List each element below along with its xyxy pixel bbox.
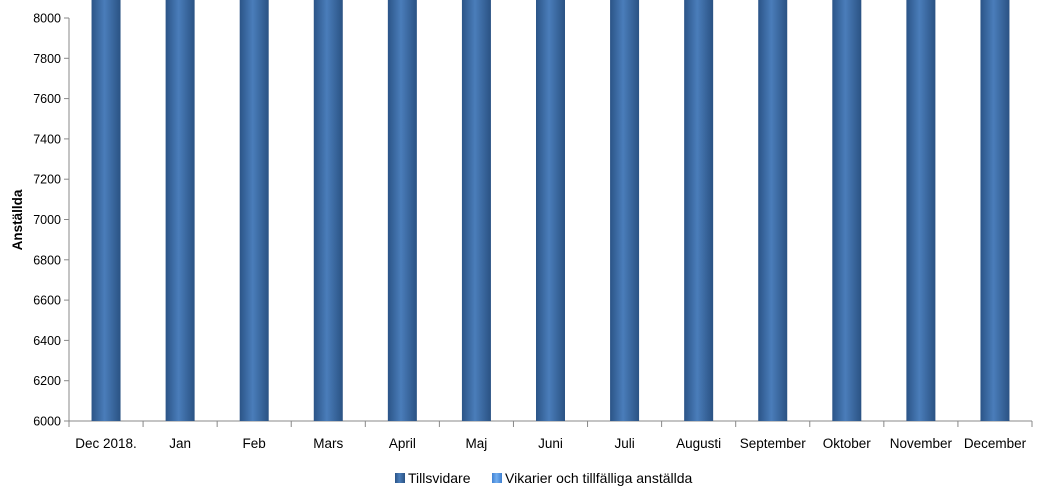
y-tick-label: 6800	[33, 253, 61, 267]
y-tick-label: 7000	[33, 213, 61, 227]
bar-segment-tillsvidare	[165, 0, 195, 421]
bar-segment-tillsvidare	[758, 0, 788, 421]
bar-segment-tillsvidare	[832, 0, 862, 421]
y-tick-label: 6600	[33, 294, 61, 308]
category-label: Maj	[466, 436, 488, 451]
category-label: Augusti	[676, 436, 721, 451]
bars	[91, 0, 1010, 422]
axes: 6000 6200 6400 6600 6800 7000 7200 7400 7600 7800…	[33, 12, 1033, 429]
y-tick-label: 7600	[33, 92, 61, 106]
legend-label: Vikarier och tillfälliga anställda	[505, 470, 692, 486]
category-label: April	[389, 436, 416, 451]
legend-label: Tillsvidare	[408, 470, 471, 486]
category-label: Dec 2018.	[75, 436, 137, 451]
y-tick-label: 7200	[33, 173, 61, 187]
data-labels: 7 236Dec 2018.+19+67 261Jan+10-77 264Feb…	[75, 436, 1027, 451]
legend-swatch	[395, 473, 405, 483]
y-tick-label: 7400	[33, 132, 61, 146]
y-tick-label: 6400	[33, 334, 61, 348]
category-label: Oktober	[823, 436, 872, 451]
legend: Tillsvidare Vikarier och tillfälliga anst…	[395, 470, 692, 486]
bar-segment-tillsvidare	[684, 0, 714, 422]
y-axis-title: Anställda	[10, 189, 25, 250]
bar-segment-tillsvidare	[239, 0, 269, 422]
bar-segment-tillsvidare	[461, 0, 491, 421]
bar-segment-tillsvidare	[980, 0, 1010, 421]
category-label: Mars	[313, 436, 343, 451]
bar-segment-tillsvidare	[536, 0, 565, 421]
bar-segment-tillsvidare	[387, 0, 417, 421]
category-label: Juli	[614, 436, 634, 451]
legend-swatch	[492, 473, 502, 483]
category-label: Jan	[169, 436, 191, 451]
y-tick-label: 6200	[33, 374, 61, 388]
y-tick-label: 8000	[33, 12, 61, 26]
category-label: Juni	[538, 436, 563, 451]
y-tick-label: 6000	[33, 415, 61, 429]
bar-segment-tillsvidare	[91, 0, 121, 422]
category-label: November	[890, 436, 953, 451]
category-label: September	[740, 436, 807, 451]
bar-segment-tillsvidare	[906, 0, 936, 422]
category-label: December	[964, 436, 1027, 451]
y-tick-label: 7800	[33, 52, 61, 66]
bar-segment-tillsvidare	[313, 0, 343, 422]
category-label: Feb	[243, 436, 266, 451]
bar-segment-tillsvidare	[610, 0, 640, 421]
